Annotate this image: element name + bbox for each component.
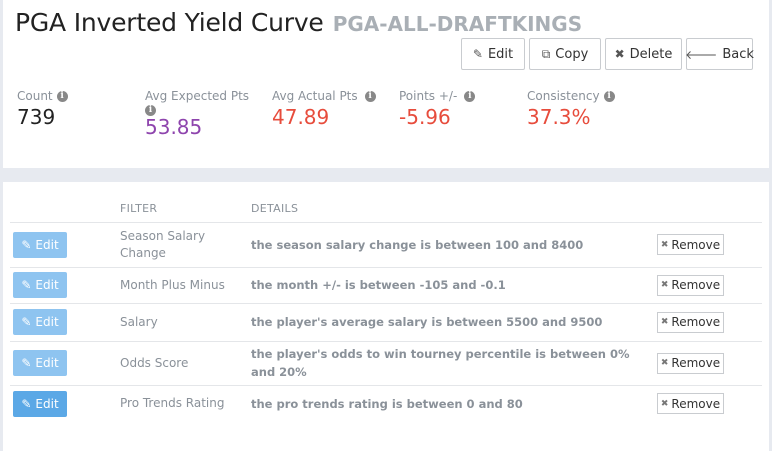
copy-button[interactable]: ⧉ Copy — [529, 38, 601, 70]
stat-value: 53.85 — [145, 115, 203, 139]
filter-details: the month +/- is between -105 and -0.1 — [251, 266, 657, 303]
stat-label: Avg Actual Pts — [272, 89, 358, 103]
edit-icon: ✎ — [21, 278, 32, 292]
remove-button[interactable]: ✖ Remove — [657, 311, 724, 333]
info-icon[interactable]: i — [145, 105, 156, 116]
info-icon[interactable]: i — [603, 90, 615, 102]
edit-button[interactable]: ✎ Edit — [461, 38, 525, 70]
header-panel — [3, 0, 769, 168]
table-row: ✎ Edit Pro Trends Rating the pro trends r… — [10, 384, 762, 422]
stat-count: Count i 739 — [17, 89, 68, 129]
filter-name: Season Salary Change — [120, 221, 251, 267]
back-button-label: Back — [722, 46, 754, 62]
remove-button[interactable]: ✖ Remove — [657, 234, 724, 255]
filter-name: Odds Score — [120, 340, 251, 385]
stat-avg-actual-pts: Avg Actual Pts i 47.89 — [272, 89, 376, 129]
table-header-row: FILTER DETAILS — [10, 196, 762, 222]
close-icon: ✖ — [660, 358, 669, 368]
filter-name: Pro Trends Rating — [120, 384, 251, 422]
back-button[interactable]: 🡐 Back — [685, 38, 754, 70]
filter-details: the pro trends rating is between 0 and 8… — [251, 384, 657, 422]
close-icon: ✖ — [660, 398, 669, 409]
copy-button-label: Copy — [555, 46, 589, 62]
title-subtitle: PGA-ALL-DRAFTKINGS — [332, 12, 583, 36]
row-edit-button[interactable]: ✎ Edit — [13, 231, 67, 258]
stat-value: 37.3% — [527, 105, 591, 129]
stat-label: Count — [17, 89, 53, 103]
delete-button[interactable]: ✖ Delete — [605, 38, 682, 70]
page-title: PGA Inverted Yield Curve PGA-ALL-DRAFTKI… — [15, 8, 582, 37]
close-icon: ✖ — [660, 317, 669, 327]
row-edit-button[interactable]: ✎ Edit — [13, 272, 67, 298]
edit-icon: ✎ — [472, 47, 483, 61]
filter-name: Month Plus Minus — [120, 266, 251, 303]
table-row: ✎ Edit Season Salary Change the season sa… — [10, 221, 762, 267]
close-icon: ✖ — [660, 280, 669, 290]
copy-icon: ⧉ — [541, 46, 551, 61]
edit-button-label: Edit — [487, 46, 514, 62]
stat-label: Points +/- — [399, 89, 458, 103]
table-row: ✎ Edit Odds Score the player's odds to wi… — [10, 340, 762, 385]
stat-value: 739 — [17, 105, 56, 129]
remove-button[interactable]: ✖ Remove — [657, 393, 724, 415]
stat-label: Avg Expected Pts — [145, 89, 250, 103]
filter-details: the player's average salary is between 5… — [251, 302, 657, 341]
column-header-filter: FILTER — [120, 202, 158, 216]
stat-consistency: Consistency i 37.3% — [527, 89, 615, 129]
edit-icon: ✎ — [21, 237, 32, 252]
edit-icon: ✎ — [21, 396, 32, 411]
filter-name: Salary — [120, 302, 251, 341]
row-edit-button[interactable]: ✎ Edit — [13, 350, 67, 376]
remove-button[interactable]: ✖ Remove — [657, 352, 724, 374]
stat-value: -5.96 — [399, 105, 451, 129]
column-header-details: DETAILS — [251, 202, 299, 216]
table-row: ✎ Edit Month Plus Minus the month +/- is … — [10, 266, 762, 303]
close-icon: ✖ — [614, 47, 625, 61]
filter-details: the player's odds to win tourney percent… — [251, 340, 657, 385]
info-icon[interactable]: i — [56, 90, 68, 102]
info-icon[interactable]: i — [364, 90, 376, 102]
filter-details: the season salary change is between 100 … — [251, 221, 657, 267]
arrow-left-icon: 🡐 — [685, 47, 718, 62]
stat-value: 47.89 — [272, 105, 330, 129]
stat-label: Consistency — [527, 89, 600, 103]
title-text: PGA Inverted Yield Curve — [15, 8, 324, 37]
edit-icon: ✎ — [21, 356, 32, 370]
edit-icon: ✎ — [21, 315, 32, 329]
delete-button-label: Delete — [629, 46, 673, 62]
remove-button[interactable]: ✖ Remove — [657, 274, 724, 296]
stat-points-plus-minus: Points +/- i -5.96 — [399, 89, 476, 129]
info-icon[interactable]: i — [464, 90, 476, 102]
close-icon: ✖ — [660, 239, 669, 250]
row-edit-button[interactable]: ✎ Edit — [13, 390, 67, 417]
row-edit-button[interactable]: ✎ Edit — [13, 309, 67, 335]
table-row: ✎ Edit Salary the player's average salary… — [10, 302, 762, 341]
filters-table: FILTER DETAILS ✎ Edit Season Salary Chang… — [10, 196, 762, 422]
stat-avg-expected-pts: Avg Expected Pts i 53.85 — [145, 89, 249, 139]
